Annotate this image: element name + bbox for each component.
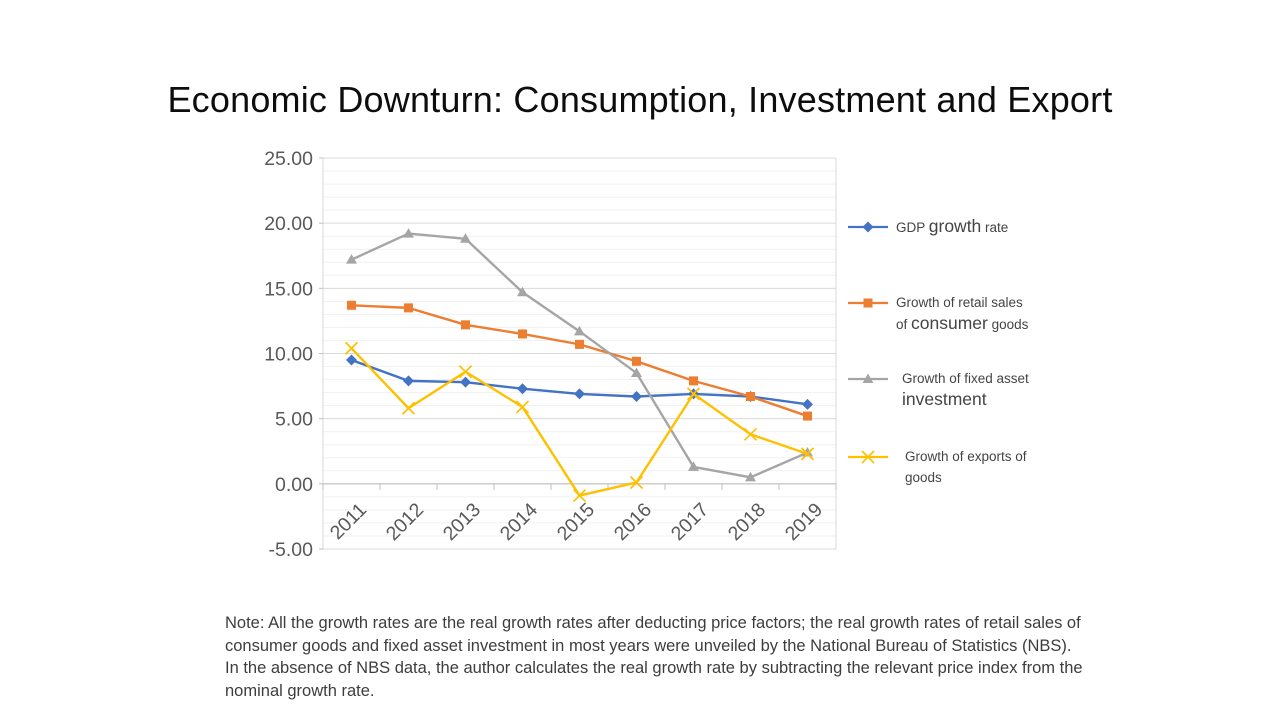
legend-label: Growth of fixed asset: [902, 371, 1029, 386]
y-axis-label: 5.00: [275, 409, 313, 431]
legend-label: GDP growth rate: [896, 216, 1009, 236]
legend-item-growth-of-retail-sales-of-consumer-goods: Growth of retail sales of consumer goods: [846, 292, 1028, 335]
y-axis-label: 10.00: [264, 344, 313, 366]
x-axis-label: 2013: [439, 499, 485, 545]
legend-key-diamond-icon: [848, 221, 888, 233]
legend-label: of consumer goods: [896, 313, 1029, 333]
series-growth-of-fixed-asset-investment: [346, 228, 813, 482]
x-axis-label: 2018: [724, 499, 770, 545]
legend-label: goods: [905, 470, 942, 485]
x-axis-label: 2011: [326, 499, 371, 544]
legend-key-square-icon: [848, 298, 888, 308]
y-axis-label: 0.00: [275, 474, 313, 496]
x-axis-label: 2019: [781, 499, 827, 545]
legend-item-growth-of-exports-of-goods: Growth of exports of goods: [846, 446, 1027, 488]
y-axis-label: -5.00: [269, 539, 314, 561]
x-axis-label: 2012: [382, 499, 428, 545]
y-axis-label: 20.00: [264, 213, 313, 235]
legend-key-x-icon: [848, 450, 888, 464]
y-axis-labels: 25.00 20.00 15.00 10.00 5.00 0.00 -5.00: [264, 148, 313, 561]
x-axis: [322, 483, 837, 490]
legend-key-triangle-icon: [848, 373, 888, 383]
legend-label: investment: [902, 389, 987, 409]
x-axis-label: 2014: [496, 499, 542, 545]
x-axis-label: 2016: [610, 499, 656, 545]
y-axis-label: 25.00: [264, 148, 313, 170]
y-axis-label: 15.00: [264, 278, 313, 300]
chart-title: Economic Downturn: Consumption, Investme…: [167, 79, 1113, 120]
legend-item-gdp-growth-rate: GDP growth rate: [846, 216, 1008, 238]
legend-label: Growth of exports of: [905, 449, 1027, 464]
series-growth-of-exports-of-goods: [344, 341, 815, 503]
series-growth-of-retail-sales-of-consumer-goods: [347, 300, 812, 421]
legend-label: Growth of retail sales: [896, 295, 1023, 310]
legend-item-growth-of-fixed-asset-investment: Growth of fixed asset investment: [846, 368, 1029, 410]
x-axis-label: 2015: [553, 499, 599, 545]
x-axis-labels: 2011 2012 2013 2014 2015 2016 2017 2018 2019: [326, 499, 827, 545]
series-gdp-growth-rate: [346, 354, 813, 410]
note-text: Note: All the growth rates are the real …: [225, 614, 1083, 700]
x-axis-label: 2017: [667, 499, 713, 545]
